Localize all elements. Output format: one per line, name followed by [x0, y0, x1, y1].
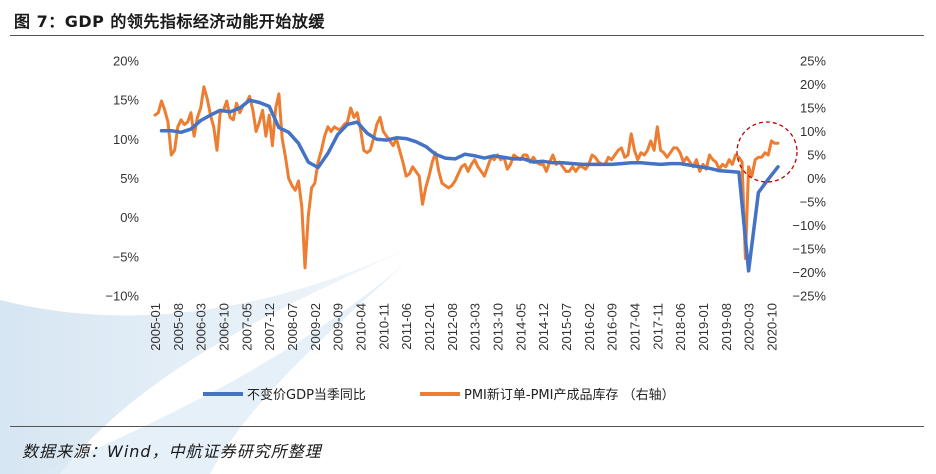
- x-tick-label: 2015-07: [559, 303, 574, 351]
- right-tick-label: 25%: [800, 54, 826, 69]
- right-tick-label: 10%: [800, 124, 826, 139]
- x-tick-label: 2014-05: [513, 303, 528, 351]
- x-tick-label: 2012-08: [445, 303, 460, 351]
- x-tick-label: 2012-01: [422, 303, 437, 351]
- x-tick-label: 2018-06: [673, 303, 688, 351]
- series-layer: [153, 85, 780, 273]
- x-tick-label: 2009-02: [308, 303, 323, 351]
- x-tick-label: 2010-11: [376, 303, 391, 350]
- right-tick-label: 20%: [800, 77, 826, 92]
- left-axis: 20% 15% 10% 5% 0% −5% −10%: [105, 54, 139, 304]
- pmi-series-line: [153, 85, 780, 270]
- left-tick-label: 20%: [113, 54, 139, 69]
- right-axis: 25% 20% 15% 10% 5% 0% −5% −10% −15% −20% −25%: [792, 54, 826, 304]
- right-tick-label: 5%: [807, 148, 826, 163]
- left-tick-label: 10%: [113, 132, 139, 147]
- right-tick-label: 0%: [807, 171, 826, 186]
- left-tick-label: −10%: [105, 289, 139, 304]
- right-tick-label: −15%: [792, 242, 826, 257]
- left-tick-label: 0%: [120, 210, 139, 225]
- x-tick-label: 2008-07: [285, 303, 300, 351]
- highlight-circle: [736, 121, 798, 183]
- watermark: [0, 238, 432, 474]
- x-tick-label: 2016-02: [582, 303, 597, 351]
- x-tick-label: 2005-01: [148, 303, 163, 351]
- x-tick-label: 2007-12: [262, 303, 277, 351]
- x-tick-label: 2011-06: [399, 303, 414, 350]
- legend: 不变价GDP当季同比 PMI新订单-PMI产成品库存 （右轴）: [203, 387, 675, 403]
- gdp-series-line: [159, 98, 780, 273]
- x-tick-label: 2006-10: [216, 303, 231, 351]
- x-tick-label: 2007-05: [239, 303, 254, 351]
- right-tick-label: −20%: [792, 265, 826, 280]
- x-tick-label: 2016-09: [605, 303, 620, 351]
- right-tick-label: −25%: [792, 289, 826, 304]
- source-rule: [10, 426, 924, 427]
- x-tick-label: 2005-08: [171, 303, 186, 351]
- right-tick-label: 15%: [800, 101, 826, 116]
- x-axis: 2005-01 2005-08 2006-03 2006-10 2007-05 2007-…: [148, 303, 779, 351]
- x-tick-label: 2020-03: [742, 303, 757, 351]
- x-tick-label: 2017-11: [650, 303, 665, 350]
- x-tick-label: 2006-03: [194, 303, 209, 351]
- x-tick-label: 2013-10: [490, 303, 505, 351]
- x-tick-label: 2013-03: [468, 303, 483, 351]
- title-rule: [10, 35, 924, 36]
- right-tick-label: −10%: [792, 218, 826, 233]
- x-tick-label: 2017-04: [627, 303, 642, 351]
- x-tick-label: 2009-09: [331, 303, 346, 351]
- x-tick-label: 2019-08: [719, 303, 734, 351]
- source-note: 数据来源：Wind，中航证券研究所整理: [22, 442, 322, 461]
- left-tick-label: −5%: [113, 249, 140, 264]
- figure-title: 图 7：GDP 的领先指标经济动能开始放缓: [14, 12, 325, 31]
- right-tick-label: −5%: [800, 195, 827, 210]
- x-tick-label: 2020-10: [764, 303, 779, 351]
- legend-label-pmi: PMI新订单-PMI产成品库存 （右轴）: [464, 387, 675, 403]
- x-tick-label: 2010-04: [353, 303, 368, 351]
- x-tick-label: 2019-01: [696, 303, 711, 351]
- left-tick-label: 15%: [113, 93, 139, 108]
- legend-label-gdp: 不变价GDP当季同比: [247, 387, 366, 403]
- x-tick-label: 2014-12: [536, 303, 551, 351]
- left-tick-label: 5%: [120, 171, 139, 186]
